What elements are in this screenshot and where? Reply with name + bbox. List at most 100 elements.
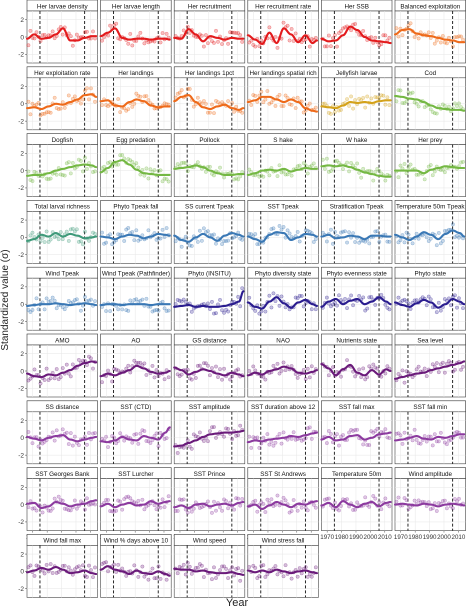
data-point — [396, 175, 401, 180]
data-point — [136, 34, 141, 39]
data-point — [240, 286, 245, 291]
data-point — [263, 510, 268, 514]
panel-title: Her landings — [118, 70, 153, 77]
data-point — [430, 30, 435, 35]
data-point — [259, 173, 264, 178]
data-point — [295, 574, 300, 579]
trend-line — [25, 434, 98, 443]
data-point — [126, 226, 131, 230]
data-point — [60, 366, 65, 370]
data-point — [185, 24, 190, 29]
data-point — [230, 101, 235, 105]
data-point — [32, 574, 37, 578]
data-point — [341, 433, 345, 437]
data-point — [68, 227, 73, 232]
data-point — [132, 238, 137, 243]
panel: NAO — [246, 333, 319, 398]
data-point — [116, 36, 121, 41]
data-point — [116, 368, 121, 373]
data-point — [436, 439, 441, 444]
data-point — [166, 494, 171, 499]
data-point — [422, 177, 427, 182]
data-point — [398, 163, 403, 168]
panel-title: Cod — [425, 70, 437, 77]
data-point — [277, 92, 282, 97]
trend-line — [25, 27, 98, 42]
data-point — [108, 232, 113, 237]
data-point — [177, 90, 182, 95]
panel: SST St Andrews19701980199020002010 — [247, 467, 319, 541]
data-point — [54, 306, 59, 311]
data-point — [387, 103, 392, 108]
data-point — [134, 361, 139, 365]
data-point — [261, 435, 266, 440]
data-point — [326, 33, 331, 38]
data-point — [158, 40, 163, 45]
x-tick-label: 1980 — [408, 534, 422, 541]
data-point — [381, 33, 386, 38]
data-point — [406, 301, 411, 306]
data-point — [383, 371, 388, 376]
data-point — [369, 96, 374, 101]
data-point — [48, 237, 53, 242]
data-point — [83, 229, 87, 234]
data-point — [42, 378, 47, 382]
data-point — [166, 308, 171, 313]
panel-title: AO — [131, 337, 140, 344]
data-point — [58, 106, 63, 111]
data-point — [112, 562, 117, 567]
data-point — [83, 88, 87, 93]
data-point — [406, 232, 411, 237]
data-point — [66, 239, 71, 243]
data-point — [68, 508, 73, 513]
data-point — [181, 297, 186, 302]
panel: Sea level — [393, 333, 466, 398]
data-point — [134, 297, 139, 302]
data-point — [267, 173, 272, 178]
panel-title: Phyto (INSITU) — [188, 271, 231, 278]
data-point — [32, 367, 37, 372]
trend-line — [320, 500, 392, 509]
data-point — [442, 170, 447, 175]
data-point — [247, 295, 252, 300]
data-point — [434, 509, 439, 513]
data-point — [146, 228, 151, 233]
panel: SS current Tpeak — [173, 200, 246, 264]
data-point — [226, 99, 230, 104]
y-tick-label: 0 — [20, 435, 24, 442]
data-point — [210, 510, 214, 515]
data-point — [365, 375, 370, 380]
data-point — [154, 431, 159, 436]
data-point — [351, 231, 355, 236]
data-point — [446, 438, 451, 443]
data-point — [187, 376, 192, 381]
data-point — [218, 297, 222, 302]
data-point — [118, 110, 123, 115]
data-point — [158, 505, 163, 510]
data-point — [285, 228, 290, 233]
data-point — [281, 225, 286, 229]
data-point — [283, 305, 288, 310]
data-point — [369, 169, 374, 174]
data-point — [60, 564, 65, 568]
data-point — [424, 235, 429, 240]
data-point — [414, 231, 419, 236]
y-tick-label: 2 — [20, 485, 24, 492]
data-point — [432, 432, 437, 437]
data-point — [93, 99, 97, 104]
data-point — [81, 242, 85, 247]
data-point — [206, 229, 210, 234]
data-point — [279, 369, 284, 373]
data-point — [183, 572, 188, 577]
data-point — [261, 174, 266, 179]
data-point — [106, 161, 110, 165]
data-point — [355, 427, 360, 432]
data-point — [313, 36, 318, 40]
data-point — [337, 508, 341, 513]
data-point — [181, 445, 186, 450]
data-point — [134, 432, 139, 436]
data-point — [60, 305, 65, 310]
data-point — [44, 296, 49, 301]
data-point — [114, 21, 119, 26]
data-point — [164, 177, 169, 182]
